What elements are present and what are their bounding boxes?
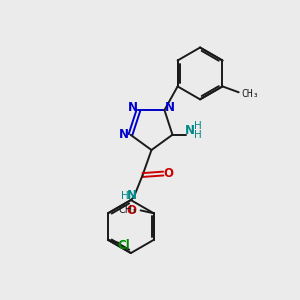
Text: H: H [121, 190, 129, 201]
Text: N: N [119, 128, 129, 141]
Text: O: O [164, 167, 174, 180]
Text: N: N [165, 100, 175, 114]
Text: O: O [127, 204, 137, 217]
Text: CH₃: CH₃ [118, 206, 136, 215]
Text: N: N [127, 189, 137, 202]
Text: H: H [194, 121, 201, 131]
Text: N: N [128, 100, 138, 114]
Text: Cl: Cl [118, 239, 130, 252]
Text: CH₃: CH₃ [241, 89, 259, 99]
Text: N: N [185, 124, 195, 137]
Text: H: H [194, 130, 201, 140]
